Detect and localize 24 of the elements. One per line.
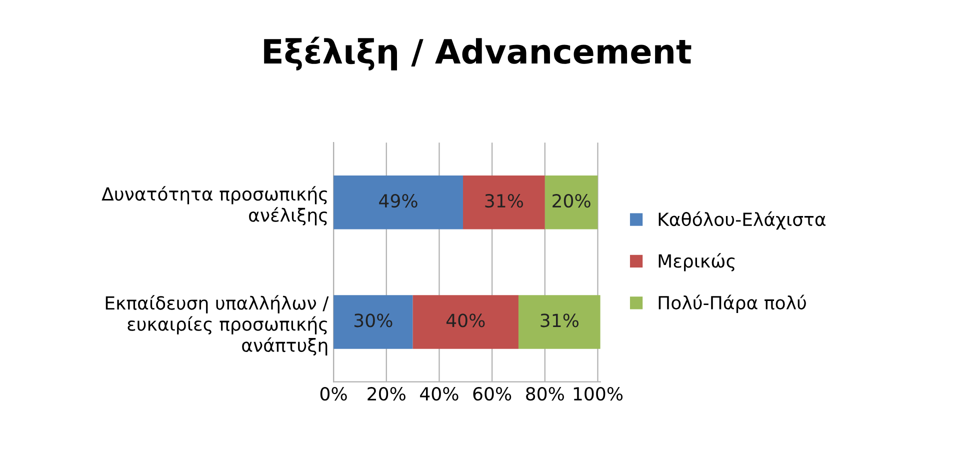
x-tick-label: 100% — [574, 386, 623, 401]
bar — [412, 295, 518, 349]
data-label: 49% — [379, 194, 418, 208]
y-tick-label: Εκπαίδευση υπαλλήλων / ευκαιρίες προσωπικής ανάπτυξη — [106, 295, 329, 356]
x-tick-label: 80% — [526, 386, 564, 401]
bar — [463, 175, 545, 230]
bar — [334, 175, 464, 230]
data-label: 20% — [552, 194, 590, 208]
x-tick-label: 0% — [320, 386, 347, 401]
bar — [544, 175, 598, 230]
chart-title: Εξέλιξη / Advancement — [264, 36, 692, 70]
legend-label: Καθόλου-Ελάχιστα — [658, 211, 826, 230]
legend-label: Πολύ-Πάρα πολύ — [658, 294, 806, 313]
x-tick-label: 20% — [368, 386, 406, 401]
legend-label: Μερικώς — [658, 253, 735, 272]
data-label: 31% — [540, 314, 579, 328]
x-tick-label: 60% — [473, 386, 512, 401]
data-label: 40% — [446, 314, 485, 328]
bar — [334, 295, 413, 349]
bar — [518, 295, 600, 349]
data-label: 31% — [485, 194, 524, 208]
x-tick-label: 40% — [420, 386, 458, 401]
y-tick-label: Δυνατότητα προσωπικής ανέλιξης — [102, 186, 327, 226]
data-label: 30% — [354, 314, 392, 328]
